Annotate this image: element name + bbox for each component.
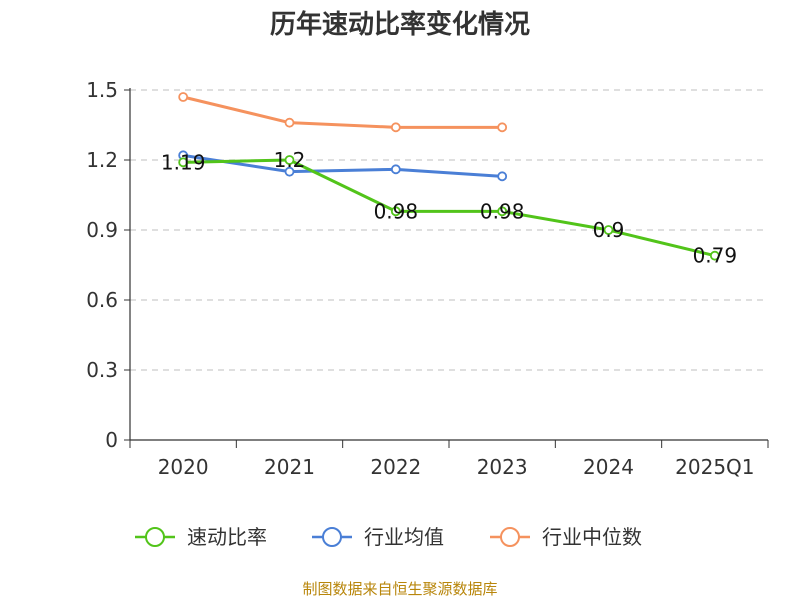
data-point bbox=[178, 157, 189, 168]
data-point bbox=[390, 164, 401, 175]
data-label: 0.98 bbox=[480, 199, 525, 223]
y-tick-label: 0 bbox=[105, 428, 118, 452]
data-point bbox=[284, 117, 295, 128]
series-line-2 bbox=[182, 153, 503, 178]
y-tick-label: 1.2 bbox=[86, 148, 118, 172]
x-axis-tick-labels: 2020 2021 2022 2023 2024 2025Q1 bbox=[158, 455, 755, 479]
series-line-1 bbox=[183, 158, 716, 258]
y-tick-label: 1.5 bbox=[86, 78, 118, 102]
data-point bbox=[284, 155, 295, 165]
data-labels: 1.19 1.2 0.98 0.98 0.9 0.79 bbox=[161, 148, 737, 268]
chart-title: 历年速动比率变化情况 bbox=[269, 10, 530, 40]
grid-lines bbox=[130, 89, 768, 371]
x-tick-label: 2022 bbox=[370, 455, 421, 479]
data-point bbox=[390, 122, 401, 133]
y-axis-tick-labels: 0 0.3 0.6 0.9 1.2 1.5 bbox=[86, 78, 118, 452]
data-label: 0.9 bbox=[593, 218, 625, 242]
data-label: 1.19 bbox=[161, 150, 206, 174]
legend-label-2: 行业均值 bbox=[364, 525, 444, 549]
data-point bbox=[284, 166, 295, 177]
data-label: 0.79 bbox=[693, 244, 738, 268]
legend-marker-1 bbox=[145, 527, 165, 547]
data-point bbox=[709, 250, 720, 261]
legend[interactable]: 速动比率 行业均值 行业中位数 bbox=[135, 525, 642, 549]
y-tick-label: 0.6 bbox=[86, 288, 118, 312]
data-label: 0.98 bbox=[374, 199, 419, 223]
y-tick-label: 0.3 bbox=[86, 358, 118, 382]
data-label: 1.2 bbox=[274, 148, 306, 172]
legend-label-1: 速动比率 bbox=[187, 525, 267, 549]
series-line-3 bbox=[182, 95, 503, 129]
data-point bbox=[603, 225, 614, 235]
data-point bbox=[390, 206, 401, 217]
legend-label-3: 行业中位数 bbox=[542, 525, 642, 549]
series-lines bbox=[178, 92, 720, 261]
legend-marker-2 bbox=[322, 527, 342, 547]
legend-marker-3 bbox=[500, 527, 520, 547]
x-tick-label: 2020 bbox=[158, 455, 209, 479]
x-tick-label: 2025Q1 bbox=[675, 455, 754, 479]
x-tick-label: 2021 bbox=[264, 455, 315, 479]
x-tick-label: 2024 bbox=[583, 455, 634, 479]
data-point bbox=[497, 122, 508, 133]
data-point bbox=[497, 206, 508, 217]
axes bbox=[124, 88, 769, 448]
data-source-note: 制图数据来自恒生聚源数据库 bbox=[302, 580, 498, 598]
data-point bbox=[178, 92, 189, 102]
data-point bbox=[497, 171, 508, 182]
x-tick-label: 2023 bbox=[477, 455, 528, 479]
y-tick-label: 0.9 bbox=[86, 218, 118, 242]
